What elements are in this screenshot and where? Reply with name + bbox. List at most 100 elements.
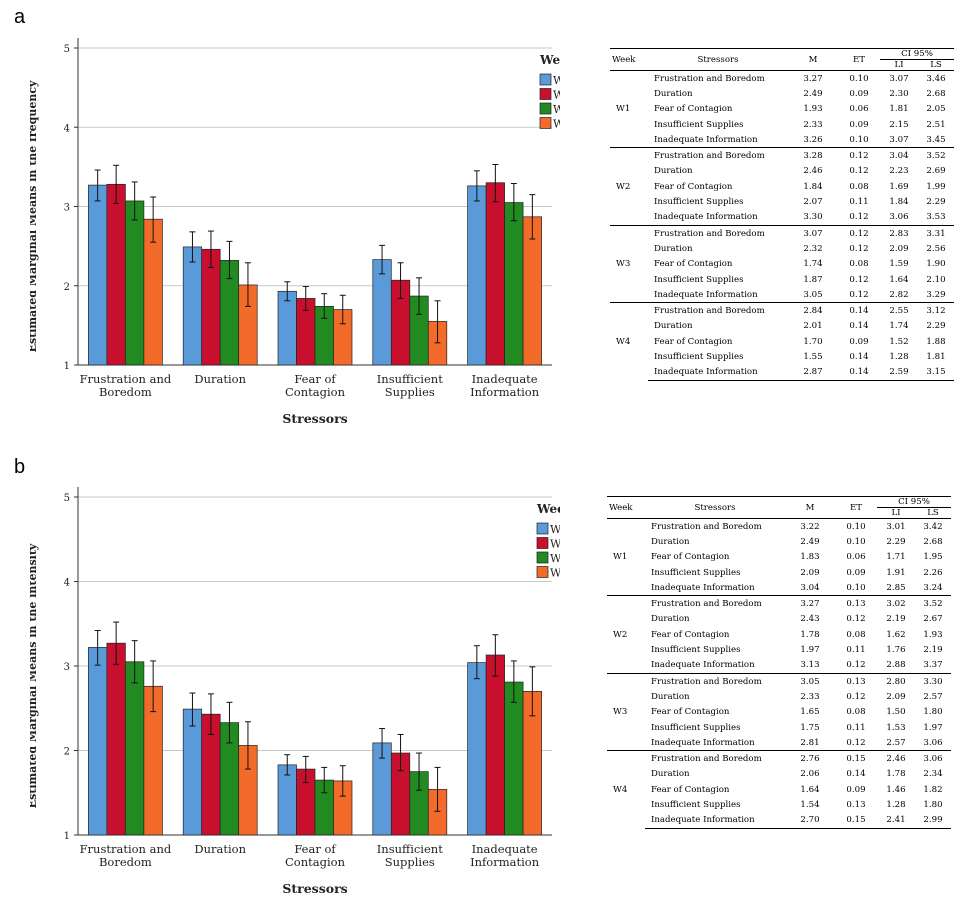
value-cell: 1.50: [886, 707, 906, 718]
value-cell: 0.12: [846, 660, 866, 671]
table-row: Duration 2.43 0.12 2.19 2.67: [607, 612, 951, 627]
value-cell: 1.53: [886, 722, 906, 733]
stressor-cell: Fear of Contagion: [651, 629, 730, 640]
legend-label-w1: W1: [550, 523, 560, 536]
value-cell: 0.12: [846, 691, 866, 702]
value-cell: 1.81: [926, 351, 946, 362]
value-cell: 2.30: [889, 88, 909, 99]
value-cell: 3.06: [915, 750, 951, 767]
value-cell: 2.68: [926, 88, 946, 99]
value-cell: 3.37: [923, 660, 943, 671]
table-row: Insufficient Supplies 1.97 0.11 1.76 2.19: [607, 642, 951, 657]
value-cell: 0.08: [846, 629, 866, 640]
value-cell: 2.09: [886, 691, 906, 702]
week-cell: W3: [610, 224, 648, 303]
value-cell: 3.12: [918, 302, 954, 319]
value-cell: 3.52: [918, 147, 954, 164]
value-cell: 2.29: [886, 536, 906, 547]
header-et: ET: [835, 496, 877, 519]
value-cell: 2.68: [923, 536, 943, 547]
stressor-cell: Inadequate Information: [651, 737, 755, 748]
value-cell: 1.74: [889, 321, 909, 332]
value-cell: 0.09: [846, 567, 866, 578]
x-tick-label: Insufficient Supplies: [377, 372, 443, 399]
stressor-cell: Inadequate Information: [654, 212, 758, 223]
stressor-cell: Insufficient Supplies: [651, 799, 741, 810]
x-tick-label: Inadequate Information: [470, 372, 540, 399]
value-cell: 0.13: [835, 595, 877, 612]
value-cell: 0.14: [849, 351, 869, 362]
stressor-cell: Fear of Contagion: [651, 784, 730, 795]
table-row: W3 Frustration and Boredom 3.07 0.12 2.83 3.3…: [610, 224, 954, 303]
value-cell: 0.12: [849, 289, 869, 300]
value-cell: 2.07: [803, 197, 823, 208]
value-cell: 2.33: [800, 691, 820, 702]
stressor-cell: Inadequate Information: [654, 289, 758, 300]
value-cell: 2.09: [800, 567, 820, 578]
y-axis-title: Estimated Marginal Means in the intensit…: [30, 543, 39, 808]
value-cell: 0.06: [846, 552, 866, 563]
table-row: Fear of Contagion 1.74 0.08 1.59 1.90: [610, 257, 954, 272]
bar-w3: [125, 661, 145, 836]
table-row: Fear of Contagion 1.84 0.08 1.69 1.99: [610, 179, 954, 194]
week-cell: W1: [610, 69, 648, 148]
value-cell: 0.11: [846, 722, 866, 733]
week-cell: W3: [607, 672, 645, 751]
value-cell: 3.42: [915, 518, 951, 535]
header-ci: CI 95%: [880, 48, 954, 60]
value-cell: 2.10: [926, 274, 946, 285]
value-cell: 1.78: [886, 769, 906, 780]
legend-swatch-w1: [536, 522, 549, 535]
table-row: Inadequate Information 2.70 0.15 2.41 2.99: [607, 812, 951, 829]
legend-label-w2: W2: [553, 89, 560, 102]
value-cell: 2.33: [803, 119, 823, 130]
y-tick-label: 5: [64, 493, 70, 504]
value-cell: 2.29: [926, 321, 946, 332]
value-cell: 0.12: [849, 243, 869, 254]
table-row: Inadequate Information 3.04 0.10 2.85 3.24: [607, 580, 951, 596]
legend-label-w3: W3: [550, 552, 560, 565]
y-tick-label: 3: [64, 662, 70, 673]
bar-w3: [504, 202, 524, 366]
stressor-cell: Fear of Contagion: [651, 552, 730, 563]
value-cell: 2.19: [923, 645, 943, 656]
header-ls: LS: [930, 60, 942, 70]
table-row: Insufficient Supplies 2.07 0.11 1.84 2.29: [610, 194, 954, 209]
value-cell: 2.43: [800, 614, 820, 625]
stressor-cell: Fear of Contagion: [654, 259, 733, 270]
value-cell: 1.71: [886, 552, 906, 563]
value-cell: 2.05: [926, 104, 946, 115]
value-cell: 3.45: [926, 134, 946, 145]
stressor-cell: Frustration and Boredom: [648, 302, 788, 319]
value-cell: 2.51: [926, 119, 946, 130]
value-cell: 3.06: [889, 212, 909, 223]
stressor-cell: Inadequate Information: [648, 364, 788, 381]
stressor-cell: Frustration and Boredom: [648, 70, 788, 87]
week-cell: W1: [607, 517, 645, 596]
value-cell: 1.87: [803, 274, 823, 285]
y-tick-label: 3: [64, 203, 70, 214]
table-row: Duration 2.32 0.12 2.09 2.56: [610, 241, 954, 256]
stressor-cell: Duration: [651, 769, 690, 780]
value-cell: 0.14: [849, 321, 869, 332]
stressor-cell: Fear of Contagion: [654, 336, 733, 347]
table-row: Duration 2.33 0.12 2.09 2.57: [607, 689, 951, 704]
value-cell: 0.08: [846, 707, 866, 718]
value-cell: 3.26: [803, 134, 823, 145]
value-cell: 2.82: [889, 289, 909, 300]
value-cell: 1.93: [923, 629, 943, 640]
table-row: Fear of Contagion 1.93 0.06 1.81 2.05: [610, 102, 954, 117]
intensity-bar-chart: 1 2 3 4 5 Frustration and Boredom Duration Fear …: [30, 487, 560, 896]
value-cell: 1.54: [800, 799, 820, 810]
legend-swatch-w4: [539, 117, 552, 129]
value-cell: 2.15: [889, 119, 909, 130]
header-et: ET: [838, 48, 880, 71]
bar-w1: [182, 246, 203, 366]
y-tick-label: 1: [64, 831, 70, 842]
value-cell: 3.07: [880, 70, 918, 87]
bar-w1: [277, 290, 297, 366]
value-cell: 1.81: [889, 104, 909, 115]
value-cell: 2.59: [880, 364, 918, 381]
table-row: Inadequate Information 3.26 0.10 3.07 3.45: [610, 132, 954, 148]
stressor-cell: Duration: [654, 166, 693, 177]
